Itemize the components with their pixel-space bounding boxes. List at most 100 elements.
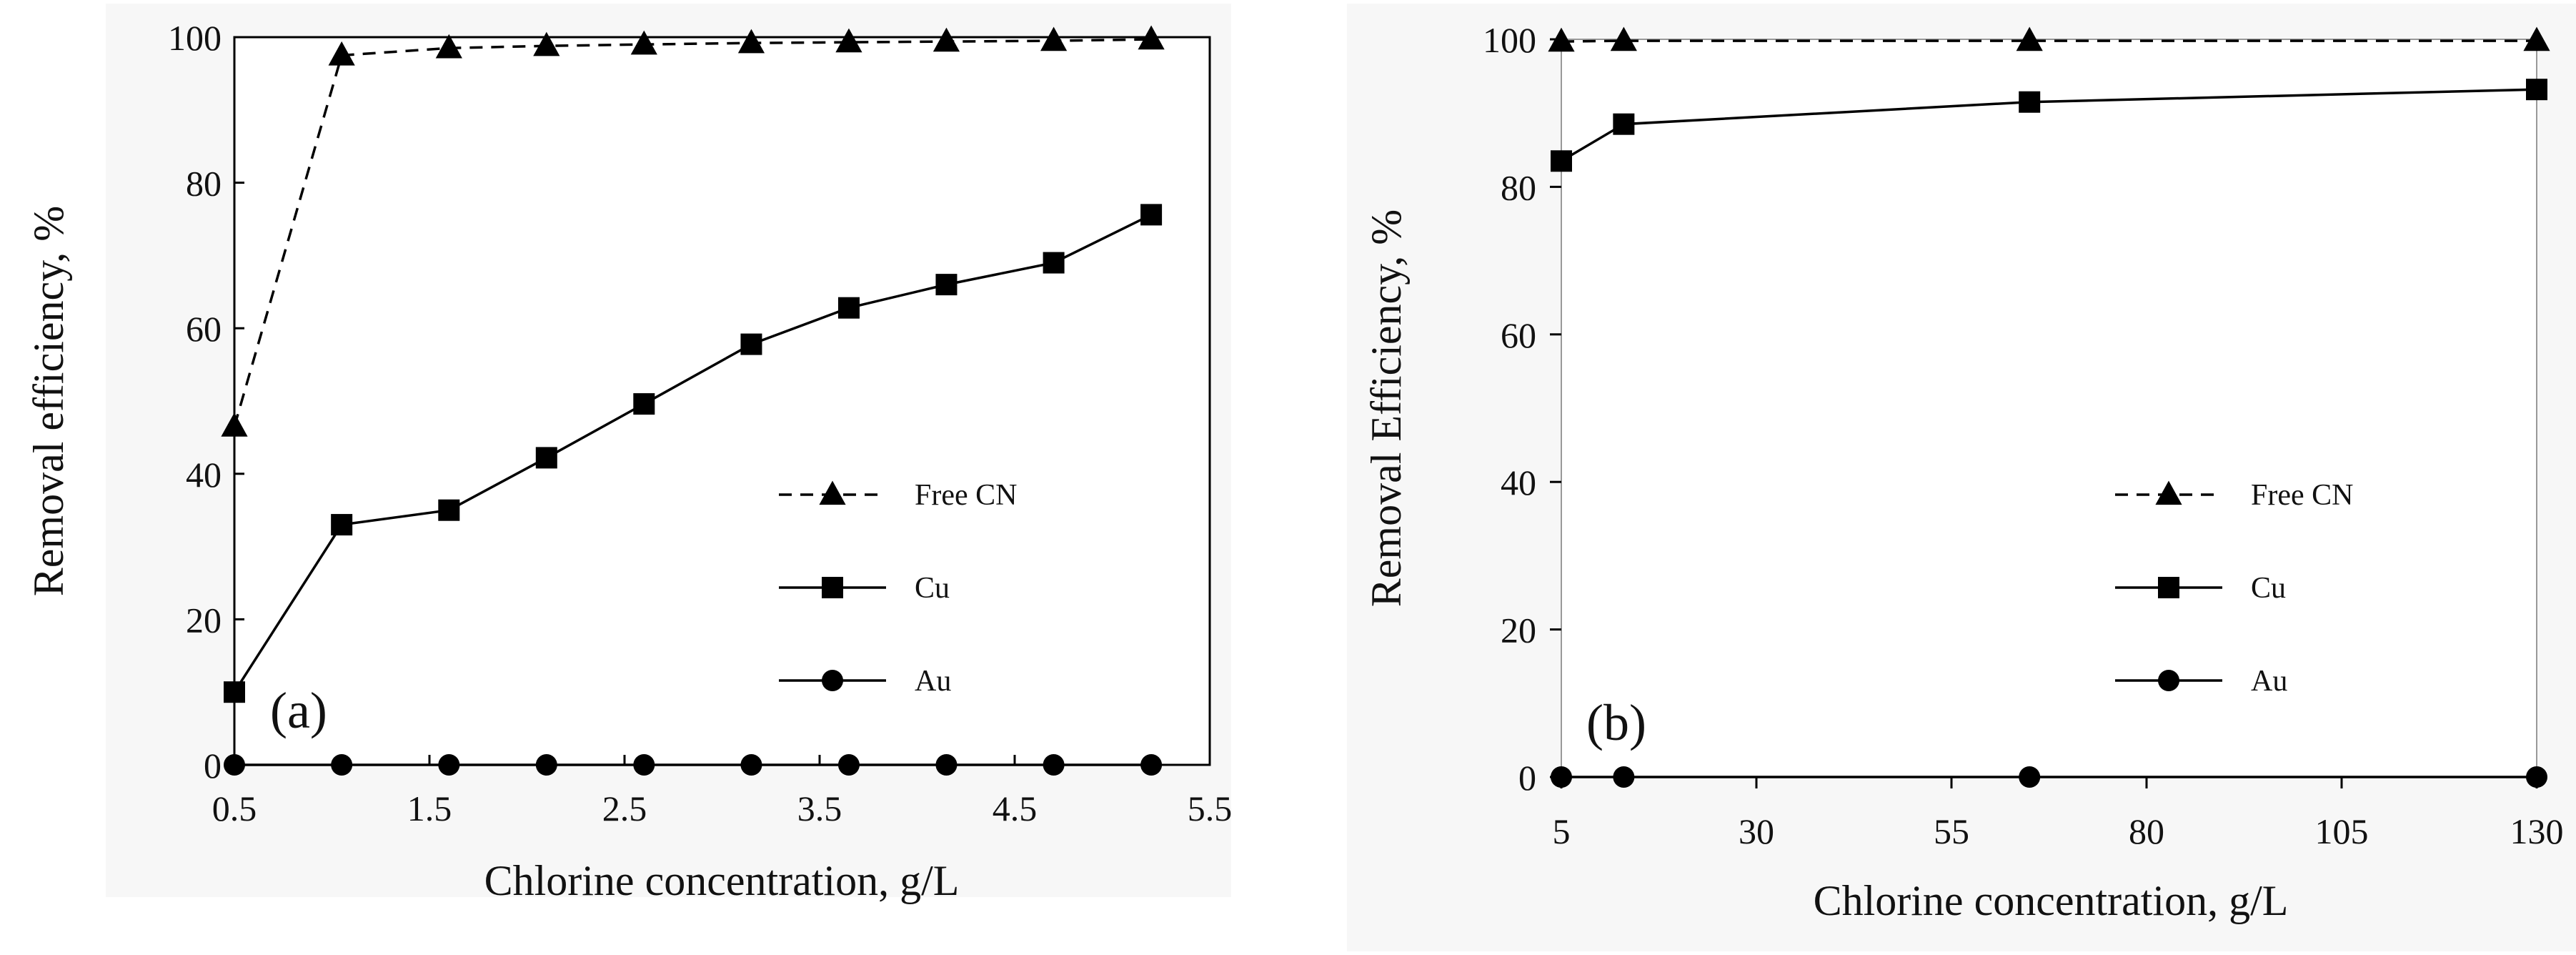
chart-b-x-tick-label: 105 <box>2315 811 2369 851</box>
chart-a-point-au <box>1140 754 1163 776</box>
chart-b-point-au <box>1551 766 1572 788</box>
chart-b-line-cu <box>1561 88 2537 162</box>
chart-a-point-au <box>633 754 655 776</box>
chart-a-point-au <box>438 754 460 776</box>
chart-a-point-au <box>224 754 245 776</box>
chart-a-y-tick-label: 0 <box>204 746 222 786</box>
chart-a-plot-area <box>233 36 1211 766</box>
chart-b-x-tick-label: 55 <box>1934 811 1969 851</box>
chart-a-point-au <box>331 754 353 776</box>
chart-a-legend: Free CN Cu Au <box>779 479 1017 698</box>
chart-b-x-tick-label: 130 <box>2510 811 2564 851</box>
chart-a-x-tick-label: 0.5 <box>212 788 257 828</box>
chart-a-x-tick-label: 5.5 <box>1188 788 1233 828</box>
chart-b-legend-marker-au <box>2158 670 2179 691</box>
chart-a-legend-label-au: Au <box>915 665 951 698</box>
chart-a-legend-marker-free-cn <box>819 480 846 505</box>
chart-a-y-axis-label: Removal efficiency, % <box>25 206 72 596</box>
chart-a-legend-marker-au <box>822 670 843 691</box>
chart-b-point-free-cn <box>2523 26 2550 51</box>
chart-b-point-cu <box>1551 150 1572 172</box>
chart-a-point-free-cn <box>1040 26 1068 51</box>
chart-b-point-au <box>1613 766 1635 788</box>
chart-a: 0 20 40 60 80 100 0.5 1.5 2.5 3.5 4.5 5.5 Free CN C… <box>25 4 1232 904</box>
chart-a-point-au <box>535 754 557 776</box>
chart-b: 0 20 40 60 80 100 5 30 55 80 105 130 Free CN Cu Au (… <box>1347 4 2576 951</box>
chart-b-point-cu <box>2526 79 2547 101</box>
chart-a-point-cu <box>837 297 860 319</box>
chart-a-y-tick-label: 100 <box>168 18 222 58</box>
chart-a-point-cu <box>535 447 557 469</box>
chart-a-point-free-cn <box>328 41 355 66</box>
chart-b-x-tick-label: 30 <box>1739 811 1774 851</box>
chart-a-x-tick-label: 3.5 <box>797 788 842 828</box>
chart-a-legend-label-cu: Cu <box>915 572 950 605</box>
chart-b-point-cu <box>2019 91 2041 113</box>
chart-a-point-free-cn <box>533 31 560 56</box>
chart-a-y-tick-label: 40 <box>186 455 222 495</box>
chart-b-legend: Free CN Cu Au <box>2115 479 2353 698</box>
chart-b-panel-label: (b) <box>1586 694 1646 751</box>
chart-b-y-tick-label: 60 <box>1501 315 1536 355</box>
chart-a-panel-label: (a) <box>270 682 327 739</box>
chart-a-point-free-cn <box>737 29 765 54</box>
chart-b-series-lines <box>1561 39 2537 778</box>
chart-b-point-free-cn <box>2016 26 2043 51</box>
chart-b-legend-marker-cu <box>2158 577 2179 598</box>
chart-b-y-tick-label: 100 <box>1483 20 1536 60</box>
chart-a-point-cu <box>224 681 245 703</box>
chart-b-x-tick-label: 80 <box>2129 811 2164 851</box>
chart-a-y-ticks: 0 20 40 60 80 100 <box>168 18 244 786</box>
chart-a-point-cu <box>438 499 460 521</box>
chart-a-series-markers <box>221 25 1165 776</box>
chart-b-point-au <box>2526 766 2547 788</box>
chart-a-y-tick-label: 20 <box>186 600 222 640</box>
chart-b-y-tick-label: 40 <box>1501 462 1536 503</box>
chart-a-point-cu <box>1140 204 1163 226</box>
chart-a-point-au <box>1043 754 1065 776</box>
chart-b-legend-label-free-cn: Free CN <box>2251 479 2353 512</box>
chart-a-point-au <box>837 754 860 776</box>
chart-b-legend-marker-free-cn <box>2155 480 2182 505</box>
chart-a-x-ticks: 0.5 1.5 2.5 3.5 4.5 5.5 <box>212 755 1233 828</box>
chart-b-point-free-cn <box>1548 27 1575 52</box>
chart-b-legend-label-cu: Cu <box>2251 572 2286 605</box>
chart-b-y-tick-label: 80 <box>1501 167 1536 207</box>
chart-b-y-ticks: 0 20 40 60 80 100 <box>1483 20 1561 798</box>
chart-a-series-lines <box>233 38 1152 766</box>
chart-a-x-tick-label: 4.5 <box>993 788 1038 828</box>
chart-b-point-au <box>2019 766 2041 788</box>
chart-b-plot-area <box>1561 39 2537 778</box>
chart-b-point-free-cn <box>1610 26 1637 51</box>
chart-a-point-au <box>935 754 958 776</box>
chart-a-line-cu <box>233 213 1152 693</box>
chart-b-y-tick-label: 0 <box>1518 758 1536 798</box>
chart-a-x-tick-label: 2.5 <box>602 788 647 828</box>
chart-a-point-cu <box>1043 252 1065 274</box>
chart-a-y-tick-label: 60 <box>186 309 222 349</box>
chart-a-line-free-cn <box>233 38 1152 427</box>
chart-a-point-cu <box>633 393 655 415</box>
chart-b-y-tick-label: 20 <box>1501 610 1536 650</box>
chart-b-y-axis-label: Removal Efficiency, % <box>1363 209 1410 607</box>
chart-a-x-tick-label: 1.5 <box>407 788 452 828</box>
chart-a-point-free-cn <box>1138 25 1165 50</box>
chart-a-point-free-cn <box>933 27 960 52</box>
chart-a-point-cu <box>331 514 353 536</box>
chart-b-legend-label-au: Au <box>2251 665 2287 698</box>
chart-a-point-free-cn <box>630 30 657 55</box>
chart-a-point-au <box>740 754 762 776</box>
chart-a-legend-marker-cu <box>822 577 843 598</box>
chart-a-legend-label-free-cn: Free CN <box>915 479 1017 512</box>
chart-a-point-free-cn <box>221 412 248 437</box>
chart-b-x-tick-label: 5 <box>1553 811 1571 851</box>
chart-a-y-tick-label: 80 <box>186 164 222 204</box>
chart-a-point-cu <box>740 333 762 355</box>
chart-a-x-axis-label: Chlorine concentration, g/L <box>484 857 960 904</box>
chart-b-x-axis-label: Chlorine concentration, g/L <box>1814 877 2289 924</box>
chart-a-point-free-cn <box>835 28 862 53</box>
chart-a-point-cu <box>935 274 958 296</box>
chart-b-point-cu <box>1613 113 1635 135</box>
chart-b-series-markers <box>1548 26 2550 788</box>
